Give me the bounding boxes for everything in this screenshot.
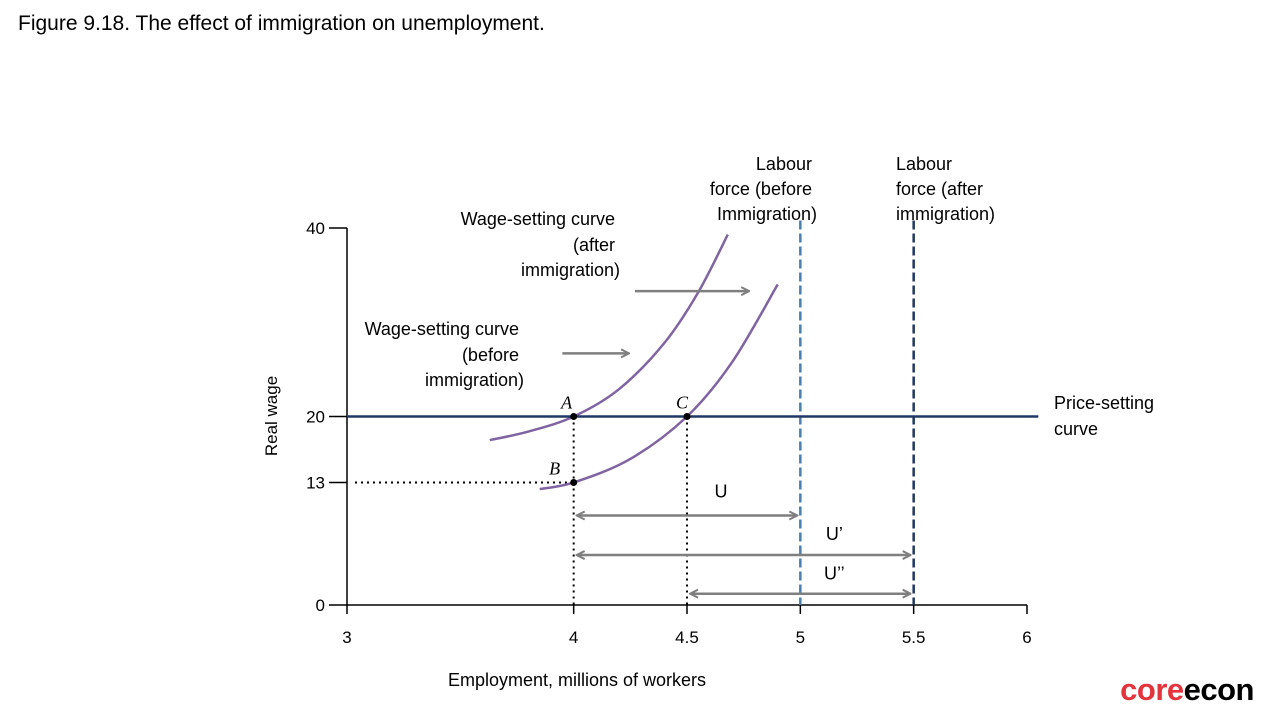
x-tick-label: 4 (569, 628, 578, 647)
labour-force-after-label-line: force (after (896, 179, 983, 199)
labour-force-after-label: Labour force (after immigration) (896, 154, 995, 224)
point-label-b: B (549, 458, 560, 478)
y-axis-label: Real wage (262, 376, 281, 456)
labour-force-before-label-line: Immigration) (717, 204, 817, 224)
labour-force-after-label-line: immigration) (896, 204, 995, 224)
ws-before-label-line: (before (462, 345, 519, 365)
point-label-a: A (560, 393, 573, 413)
price-setting-label-line: Price-setting (1054, 393, 1154, 413)
labour-force-before-label: Labour force (before Immigration) (710, 154, 817, 224)
y-tick-label: 13 (306, 473, 325, 492)
x-axis-label: Employment, millions of workers (448, 670, 706, 690)
point-c (683, 413, 691, 420)
point-label-c: C (676, 393, 689, 413)
page-title: Figure 9.18. The effect of immigration o… (18, 12, 545, 35)
ws-after-label-line: Wage-setting curve (461, 209, 615, 229)
y-tick-label: 40 (306, 219, 325, 238)
point-b (570, 478, 578, 486)
series-layer (347, 220, 1039, 605)
point-a (570, 413, 578, 420)
point-layer: A B C (549, 393, 691, 486)
ws-after-label: Wage-setting curve (after immigration) (461, 209, 620, 280)
x-tick-label: 6 (1022, 628, 1031, 647)
coreecon-logo: coreecon (1120, 672, 1254, 707)
ws-before-label-line: immigration) (425, 370, 524, 390)
ws-after-label-line: (after (573, 235, 615, 255)
span-label-3: U’’ (824, 564, 845, 584)
x-tick-label: 4.5 (675, 628, 699, 647)
guide-layer (355, 416, 688, 605)
price-setting-label: Price-setting curve (1054, 393, 1159, 439)
x-tick-label: 5 (796, 628, 805, 647)
tick-layer: 3 4 4.5 5 5.5 6 0 13 20 40 (306, 219, 1032, 647)
labour-force-before-label-line: force (before (710, 179, 812, 199)
ws-after-label-line: immigration) (521, 260, 620, 280)
span-label-1: U (715, 482, 728, 502)
x-tick-label: 3 (342, 628, 351, 647)
arrow-layer: U U’ U’’ (562, 291, 909, 594)
ws-before-label-line: Wage-setting curve (365, 319, 519, 339)
y-tick-label: 20 (306, 408, 325, 427)
price-setting-label-line: curve (1054, 419, 1098, 439)
wage-setting-curve-after (539, 283, 779, 491)
labour-force-before-label-line: Labour (756, 154, 812, 174)
ws-before-label: Wage-setting curve (before immigration) (365, 319, 524, 390)
labour-force-after-label-line: Labour (896, 154, 952, 174)
y-tick-label: 0 (316, 596, 325, 615)
x-tick-label: 5.5 (902, 628, 926, 647)
span-label-2: U’ (826, 524, 843, 544)
